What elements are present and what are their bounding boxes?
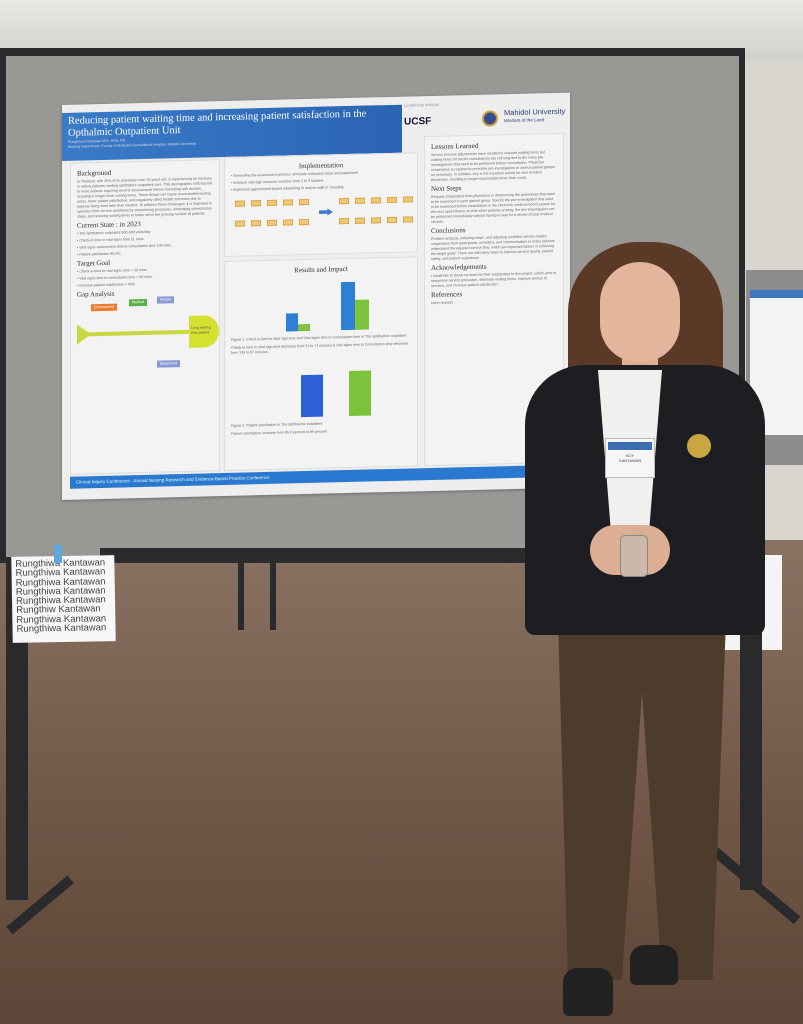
- mahidol-tagline: Wisdom of the Land: [504, 117, 544, 124]
- shoe: [563, 968, 613, 1016]
- current-state-item: Patient satisfaction 85.9%: [77, 249, 213, 257]
- figure1-chart: [231, 273, 411, 332]
- next-steps-text: Request cooperation from physicians in d…: [431, 191, 556, 224]
- target-goal-item: Increase patient satisfaction > 90%: [77, 280, 213, 288]
- mahidol-seal-icon: [482, 110, 498, 127]
- figure2-chart: [231, 359, 411, 418]
- bar-after: [355, 299, 369, 330]
- board-leg: [740, 560, 762, 890]
- badge-surname: KANTAWAN: [618, 458, 642, 463]
- implementation-section: Implementation Streamline the assessment…: [224, 152, 418, 258]
- emblem-pin-icon: [683, 430, 715, 462]
- fishbone-category: Method: [129, 298, 147, 307]
- research-poster: Reducing patient waiting time and increa…: [62, 92, 570, 500]
- ucsf-logo: UCSF: [404, 115, 432, 128]
- current-state-heading: Current State : in 2023: [77, 220, 141, 230]
- conclusions-heading: Conclusions: [431, 226, 466, 235]
- figure1-note: Check-in time to Vital sign time decreas…: [231, 341, 409, 355]
- face: [600, 262, 680, 362]
- arrow-right-icon: [319, 208, 333, 215]
- name-card: Rungthiwa Kantawan Rungthiwa Kantawan Ru…: [11, 555, 116, 643]
- bar-before: [286, 313, 298, 332]
- background-text: In Thailand, with 20% of its population …: [77, 176, 213, 219]
- references-text: Upon request: [431, 300, 453, 305]
- phone: [620, 535, 648, 577]
- bar-after: [349, 370, 371, 416]
- board-leg: [238, 560, 244, 630]
- name-line: Rungthiwa Kantawan: [16, 622, 107, 635]
- board-leg: [270, 560, 276, 630]
- poster-title-banner: Reducing patient waiting time and increa…: [62, 104, 402, 161]
- blue-clip: [54, 545, 62, 563]
- figure2-note: Patient satisfaction increase form 85.9 …: [231, 429, 327, 436]
- badge-name: KOY: [625, 453, 635, 458]
- background-heading: Background: [77, 168, 112, 178]
- fishbone-effect: Long waiting time patient: [189, 315, 219, 348]
- results-section: Results and Impact Figure 1. Check-in ti…: [224, 256, 418, 472]
- lessons-text: Service process adjustments have resulte…: [431, 150, 556, 182]
- name-badge: KOY KANTAWAN: [605, 438, 655, 478]
- acknowledgements-text: I would like to thank my team for their …: [431, 270, 557, 288]
- gap-analysis-heading: Gap Analysis: [77, 289, 115, 299]
- bar-after: [298, 323, 310, 332]
- bar-before: [301, 374, 323, 418]
- conclusions-text: Problem analysis, reducing steps, and ad…: [431, 234, 555, 261]
- leadership-logo: Leadership Institute: [404, 101, 439, 108]
- left-column: Background In Thailand, with 20% of its …: [70, 159, 220, 475]
- board-leg: [6, 560, 28, 900]
- lessons-heading: Lessons Learned: [431, 141, 479, 151]
- target-goal-heading: Target Goal: [77, 258, 111, 268]
- fishbone-category: Environment: [91, 303, 118, 312]
- references-heading: References: [431, 290, 463, 299]
- fishbone-category: People: [157, 296, 175, 304]
- workflow-diagram: [231, 190, 413, 239]
- mahidol-logo: Mahidol University: [504, 106, 566, 118]
- acknowledgements-heading: Acknowledgements: [431, 262, 487, 272]
- next-steps-heading: Next Steps: [431, 184, 462, 193]
- fishbone-category: Equipment: [157, 360, 181, 368]
- shoe: [630, 945, 678, 985]
- fishbone-diagram: Long waiting time patient Environment Me…: [77, 296, 219, 370]
- bar-before: [341, 281, 355, 331]
